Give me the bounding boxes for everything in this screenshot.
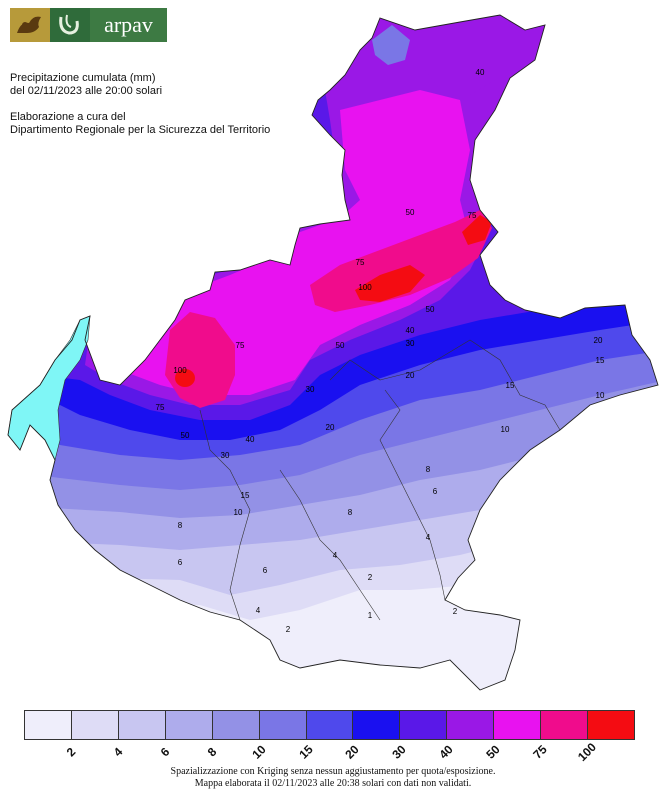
legend-box: [211, 710, 260, 740]
contour-label: 50: [336, 341, 345, 350]
contour-label: 2: [453, 607, 458, 616]
legend-label: 4: [110, 744, 126, 760]
contour-label: 10: [234, 508, 243, 517]
legend-box: [587, 710, 635, 740]
contour-label: 30: [306, 385, 315, 394]
contour-label: 4: [256, 606, 261, 615]
north-low-zone: [372, 25, 410, 65]
contour-label: 10: [596, 391, 605, 400]
contour-label: 40: [476, 68, 485, 77]
arpav-wordmark: arpav: [90, 8, 167, 42]
contour-label: 50: [181, 431, 190, 440]
legend-box: [24, 710, 72, 740]
legend-label: 40: [436, 742, 456, 762]
legend-box: [540, 710, 589, 740]
credit-line-1: Elaborazione a cura del: [10, 111, 126, 123]
contour-label: 4: [426, 533, 431, 542]
legend-box: [70, 710, 119, 740]
band-gt100-west: [175, 369, 195, 387]
contour-label: 15: [596, 356, 605, 365]
legend-label: 50: [483, 742, 503, 762]
legend-label: 20: [342, 742, 363, 762]
map-title: Precipitazione cumulata (mm): [10, 72, 156, 84]
precipitation-bands: [8, 15, 658, 690]
contour-label: 6: [263, 566, 268, 575]
contour-label: 30: [221, 451, 230, 460]
legend-label: 30: [389, 742, 410, 762]
legend-box: [117, 710, 166, 740]
legend-box: [493, 710, 542, 740]
contour-label: 30: [406, 339, 415, 348]
contour-label: 8: [426, 465, 431, 474]
contour-label: 6: [433, 487, 438, 496]
contour-label: 40: [406, 326, 415, 335]
legend-color-scale: [24, 710, 635, 740]
contour-label: 50: [406, 208, 415, 217]
legend-label: 8: [204, 744, 220, 760]
arpav-logo: arpav: [10, 8, 167, 42]
contour-label: 75: [156, 403, 165, 412]
credit-line-2: Dipartimento Regionale per la Sicurezza …: [10, 124, 271, 136]
band-75-100-north: [310, 210, 492, 312]
legend-label: 75: [530, 742, 550, 762]
north-high-zone: [425, 30, 500, 95]
legend-box: [305, 710, 354, 740]
contour-label: 40: [246, 435, 255, 444]
contour-label: 10: [501, 425, 510, 434]
map-footer: Spazializzazione con Kriging senza nessu…: [0, 766, 666, 790]
contour-label: 75: [356, 258, 365, 267]
arpav-mark-icon: [50, 8, 90, 42]
legend-label: 10: [248, 742, 269, 762]
contour-label: 20: [594, 336, 603, 345]
band-gt100-north: [355, 265, 425, 302]
legend-box: [352, 710, 401, 740]
legend-box: [399, 710, 448, 740]
contour-label: 1: [368, 611, 373, 620]
contour-label: 15: [241, 491, 250, 500]
contour-label: 15: [506, 381, 515, 390]
contour-label: 6: [178, 558, 183, 567]
contour-label: 20: [326, 423, 335, 432]
contour-label: 75: [468, 211, 477, 220]
legend-label: 2: [63, 744, 79, 760]
contour-labels: 100 100 75 75 75 75 50 50 50 50 40 40 40…: [156, 68, 605, 634]
contour-label: 20: [406, 371, 415, 380]
contour-label: 2: [368, 573, 373, 582]
legend-label: 6: [157, 744, 173, 760]
contour-label: 8: [348, 508, 353, 517]
band-gt100-east: [462, 215, 492, 245]
map-header: Precipitazione cumulata (mm) del 02/11/2…: [10, 72, 270, 137]
precipitation-map: 100 100 75 75 75 75 50 50 50 50 40 40 40…: [7, 14, 659, 691]
contour-label: 8: [178, 521, 183, 530]
contour-label: 100: [358, 283, 372, 292]
legend-label: 15: [295, 742, 316, 762]
contour-label: 50: [426, 305, 435, 314]
legend-box: [164, 710, 213, 740]
contour-label: 4: [333, 551, 338, 560]
footer-method: Spazializzazione con Kriging senza nessu…: [170, 766, 496, 777]
footer-processed: Mappa elaborata il 02/11/2023 alle 20:38…: [194, 778, 472, 789]
contour-label: 75: [236, 341, 245, 350]
winged-lion-icon: [10, 8, 50, 42]
province-borders: [199, 339, 561, 621]
legend-label: 100: [575, 739, 600, 765]
legend-labels: 2 4 6 8 10 15 20 30 40 50 75 100: [24, 740, 634, 764]
legend-box: [446, 710, 495, 740]
map-date: del 02/11/2023 alle 20:00 solari: [10, 85, 163, 97]
legend-box: [258, 710, 307, 740]
contour-label: 2: [286, 625, 291, 634]
contour-label: 100: [173, 366, 187, 375]
